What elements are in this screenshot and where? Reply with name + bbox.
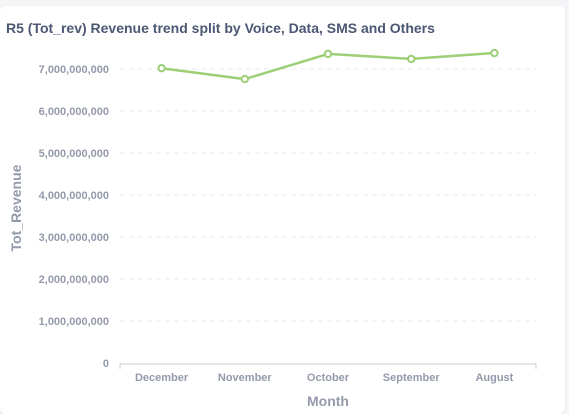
y-tick-label: 1,000,000,000 [39,316,109,328]
x-tick-label: December [135,372,189,384]
series [157,48,499,84]
axes [119,363,537,369]
y-tick-label: 6,000,000,000 [39,106,109,118]
x-tick-label: August [475,372,513,384]
x-axis-title: Month [307,393,349,409]
y-tick-label: 4,000,000,000 [39,190,109,202]
chart-title: R5 (Tot_rev) Revenue trend split by Voic… [6,20,435,36]
x-tick-label: September [383,372,441,384]
y-axis-ticks: 0 1,000,000,000 2,000,000,000 3,000,000,000… [39,64,109,370]
y-tick-label: 7,000,000,000 [39,64,109,76]
gridlines [120,68,536,322]
chart-card: R5 (Tot_rev) Revenue trend split by Voic… [0,6,565,414]
data-point[interactable] [323,49,333,59]
y-axis-title: Tot_Revenue [8,164,24,251]
data-point[interactable] [240,74,250,84]
data-point[interactable] [157,63,166,73]
x-tick-label: November [218,372,273,384]
data-point[interactable] [490,48,499,58]
x-axis-ticks: December November October September August [135,372,514,384]
y-tick-label: 3,000,000,000 [39,232,109,244]
y-tick-label: 0 [103,358,109,370]
y-tick-label: 2,000,000,000 [39,274,109,286]
y-tick-label: 5,000,000,000 [39,148,109,160]
x-tick-label: October [307,372,350,384]
data-point[interactable] [407,54,416,64]
